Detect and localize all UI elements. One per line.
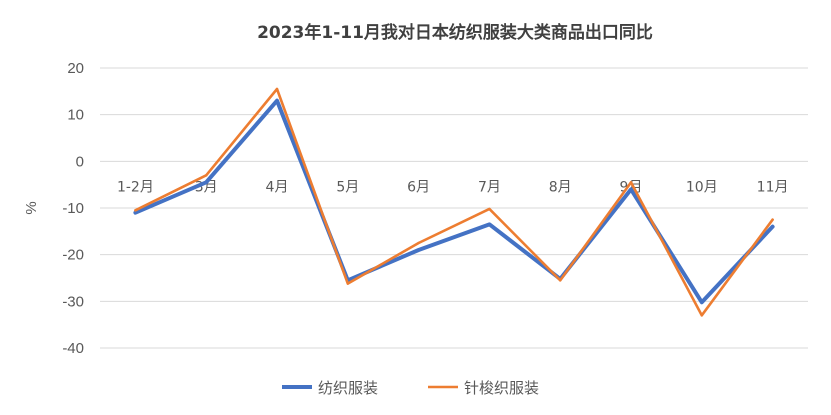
chart-title: 2023年1-11月我对日本纺织服装大类商品出口同比 [257, 22, 653, 43]
y-tick-label: 10 [67, 107, 84, 124]
data-point-s0-7 [629, 188, 633, 191]
series-line-0 [133, 98, 775, 305]
data-point-s0-8 [700, 301, 703, 304]
x-category-label: 7月 [478, 179, 501, 195]
x-category-label: 5月 [336, 179, 359, 195]
data-point-s0-1 [205, 181, 208, 184]
data-point-s0-0 [134, 211, 137, 214]
data-point-s1-8 [700, 314, 703, 317]
x-category-label: 6月 [407, 179, 430, 195]
data-point-s1-4 [417, 241, 420, 245]
data-point-s0-2 [275, 99, 279, 102]
data-point-s1-2 [275, 87, 279, 91]
y-tick-label: -10 [62, 200, 84, 217]
data-point-s1-9 [771, 218, 774, 221]
x-category-label: 4月 [266, 179, 289, 195]
data-point-s1-7 [629, 181, 633, 184]
y-tick-label: -30 [62, 293, 84, 310]
data-point-s0-9 [771, 225, 774, 228]
y-tick-label: -40 [62, 340, 84, 357]
data-point-s1-6 [559, 279, 562, 282]
data-point-s1-0 [134, 209, 137, 212]
y-tick-label: 20 [67, 60, 84, 77]
data-point-s0-5 [488, 223, 491, 226]
x-category-label: 8月 [549, 179, 572, 195]
y-axis-label: % [23, 201, 40, 214]
legend-label-1: 针梭织服装 [464, 379, 539, 397]
legend-label-0: 纺织服装 [318, 379, 378, 397]
x-category-label: 11月 [757, 179, 789, 195]
data-point-s1-1 [205, 174, 208, 177]
x-category-label: 1-2月 [117, 179, 154, 195]
y-tick-label: 0 [76, 153, 84, 170]
series-line-1 [134, 87, 774, 317]
data-point-s1-3 [346, 282, 349, 285]
x-category-label: 10月 [686, 179, 718, 195]
y-tick-label: -20 [62, 247, 84, 264]
data-point-s0-4 [417, 248, 420, 252]
data-point-s1-5 [488, 207, 491, 211]
